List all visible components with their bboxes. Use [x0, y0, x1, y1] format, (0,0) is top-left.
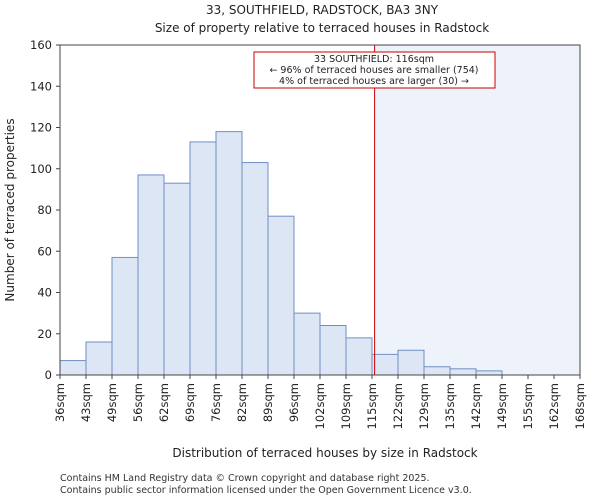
- x-tick-label: 142sqm: [469, 383, 483, 429]
- y-tick-label: 40: [37, 286, 52, 300]
- bar-109sqm: [345, 337, 373, 376]
- x-axis-label: Distribution of terraced houses by size …: [172, 446, 477, 460]
- x-tick-label: 56sqm: [131, 383, 145, 422]
- y-tick-label: 120: [30, 121, 52, 135]
- x-tick-label: 82sqm: [235, 383, 249, 422]
- y-tick-label: 80: [37, 203, 52, 217]
- bar-102sqm: [319, 325, 347, 376]
- x-tick-label: 162sqm: [547, 383, 561, 429]
- y-tick-label: 160: [30, 38, 52, 52]
- x-tick-label: 122sqm: [391, 383, 405, 429]
- bar-76sqm: [215, 131, 243, 376]
- bar-89sqm: [267, 215, 295, 376]
- y-tick-label: 100: [30, 162, 52, 176]
- bar-62sqm: [163, 182, 191, 376]
- annotation-line-1: 33 SOUTHFIELD: 116sqm: [314, 54, 434, 65]
- x-tick-label: 96sqm: [287, 383, 301, 422]
- x-tick-label: 115sqm: [365, 383, 379, 429]
- bar-96sqm: [293, 312, 321, 376]
- chart-subtitle: Size of property relative to terraced ho…: [155, 21, 489, 35]
- y-axis-ticks: 0 20 40 60 80 100 120 140 160: [30, 38, 60, 382]
- bar-129sqm: [423, 366, 451, 376]
- x-tick-label: 149sqm: [495, 383, 509, 429]
- annotation-frame: [253, 51, 496, 89]
- x-tick-label: 129sqm: [417, 383, 431, 429]
- bar-43sqm: [85, 341, 113, 376]
- bar-chart: 33, SOUTHFIELD, RADSTOCK, BA3 3NY Size o…: [3, 3, 587, 460]
- x-tick-label: 168sqm: [573, 383, 587, 429]
- bar-36sqm: [59, 360, 87, 376]
- y-axis-label: Number of terraced properties: [3, 118, 17, 301]
- x-axis-ticks: 36sqm 43sqm 49sqm 56sqm 62sqm 69sqm 76sqm 82sqm…: [53, 375, 587, 429]
- x-tick-label: 89sqm: [261, 383, 275, 422]
- y-tick-label: 60: [37, 244, 52, 258]
- bar-135sqm: [449, 368, 477, 376]
- y-tick-label: 140: [30, 79, 52, 93]
- x-tick-label: 69sqm: [183, 383, 197, 422]
- x-tick-label: 135sqm: [443, 383, 457, 429]
- bar-56sqm: [137, 174, 165, 376]
- bar-115sqm: [371, 353, 399, 376]
- larger-properties-shade: [374, 45, 580, 375]
- x-tick-label: 49sqm: [105, 383, 119, 422]
- footer-line-2: Contains public sector information licen…: [60, 485, 472, 496]
- x-tick-label: 102sqm: [313, 383, 327, 429]
- x-tick-label: 62sqm: [157, 383, 171, 422]
- annotation-line-3: 4% of terraced houses are larger (30) →: [279, 76, 469, 87]
- bar-82sqm: [241, 162, 269, 376]
- bar-69sqm: [189, 141, 217, 376]
- x-tick-label: 76sqm: [209, 383, 223, 422]
- y-tick-label: 20: [37, 327, 52, 341]
- footer-line-1: Contains HM Land Registry data © Crown c…: [60, 473, 430, 484]
- y-tick-label: 0: [45, 368, 52, 382]
- bars-group: [59, 131, 503, 376]
- x-tick-label: 109sqm: [339, 383, 353, 429]
- bar-142sqm: [475, 370, 503, 376]
- bar-122sqm: [397, 349, 425, 376]
- annotation-box: 33 SOUTHFIELD: 116sqm ← 96% of terraced …: [253, 51, 496, 89]
- x-tick-label: 36sqm: [53, 383, 67, 422]
- x-tick-label: 43sqm: [79, 383, 93, 422]
- chart-title: 33, SOUTHFIELD, RADSTOCK, BA3 3NY: [206, 3, 439, 17]
- bar-49sqm: [111, 256, 139, 376]
- x-tick-label: 155sqm: [521, 383, 535, 429]
- annotation-line-2: ← 96% of terraced houses are smaller (75…: [269, 65, 478, 76]
